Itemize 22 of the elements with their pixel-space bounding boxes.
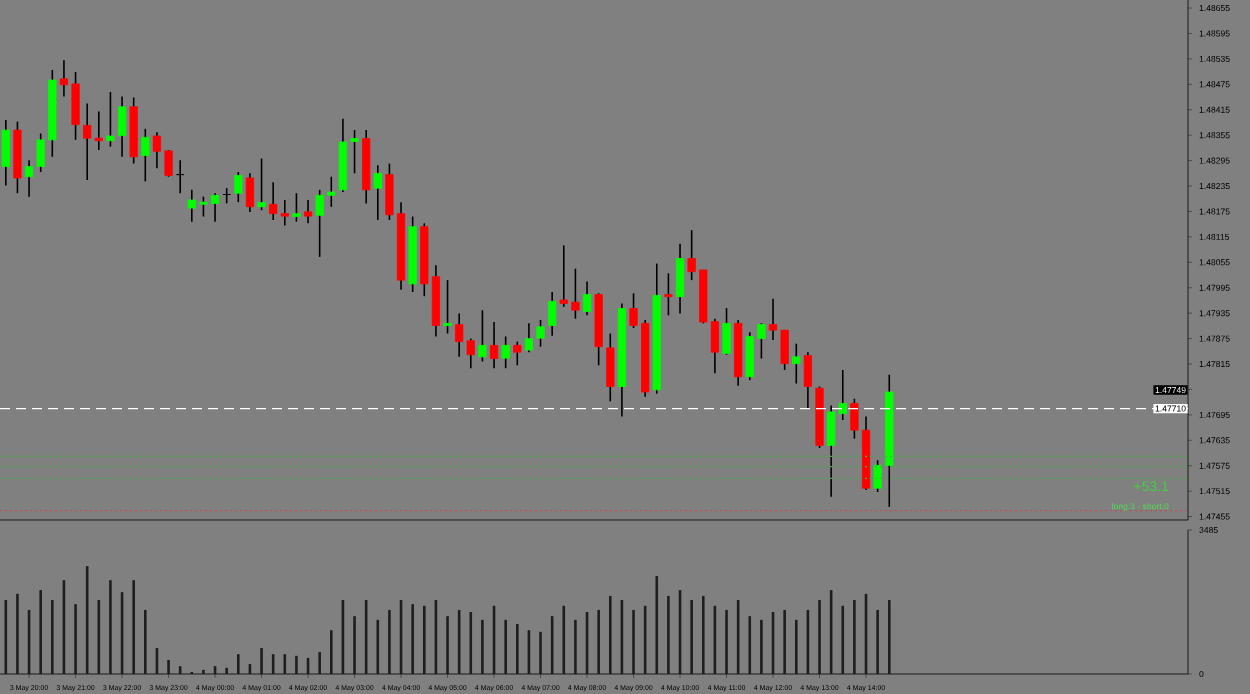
candlestick bbox=[501, 335, 510, 370]
candlestick bbox=[582, 280, 592, 317]
candlestick bbox=[803, 351, 813, 409]
candlestick bbox=[257, 157, 266, 211]
candlestick bbox=[722, 307, 731, 356]
candlestick bbox=[234, 171, 243, 203]
candlestick bbox=[513, 340, 522, 367]
candlestick bbox=[373, 164, 382, 221]
candlestick bbox=[606, 332, 615, 403]
candlestick bbox=[443, 279, 452, 335]
candlestick bbox=[548, 291, 557, 337]
candlestick bbox=[292, 192, 301, 223]
candlestick bbox=[1, 119, 10, 187]
candlestick bbox=[245, 172, 255, 213]
candlestick bbox=[792, 342, 801, 385]
candlestick bbox=[13, 120, 22, 195]
candlestick bbox=[489, 321, 499, 370]
candlestick bbox=[478, 309, 487, 363]
candlestick bbox=[141, 128, 150, 183]
candlestick bbox=[664, 272, 673, 317]
candlestick bbox=[303, 199, 313, 225]
candlestick bbox=[675, 242, 685, 315]
